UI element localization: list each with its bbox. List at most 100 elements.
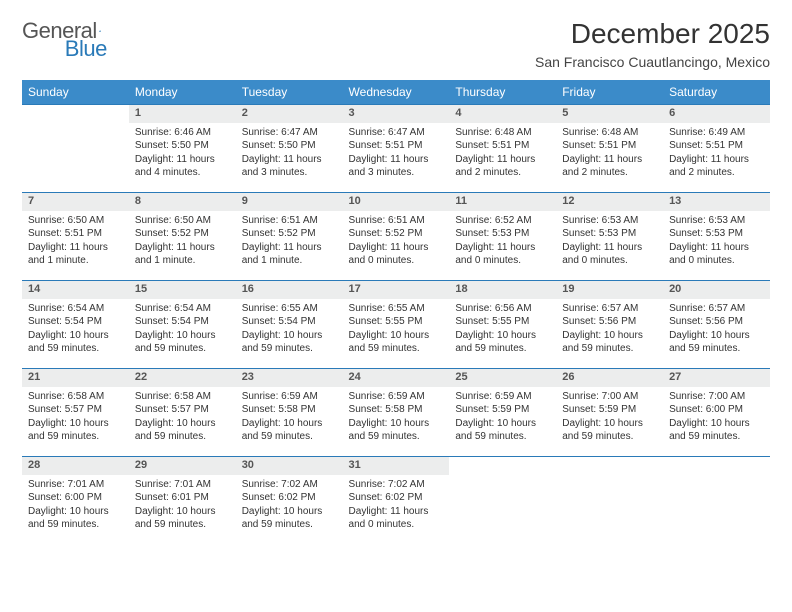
sunset-text: Sunset: 5:53 PM (669, 227, 764, 241)
sunset-text: Sunset: 5:56 PM (562, 315, 657, 329)
day-cell: Sunrise: 6:52 AMSunset: 5:53 PMDaylight:… (449, 211, 556, 281)
day-cell: Sunrise: 6:54 AMSunset: 5:54 PMDaylight:… (129, 299, 236, 369)
header: General Blue December 2025 San Francisco… (22, 18, 770, 76)
sunset-text: Sunset: 5:57 PM (135, 403, 230, 417)
sunrise-text: Sunrise: 6:51 AM (349, 214, 444, 228)
daylight-text: Daylight: 10 hours and 59 minutes. (669, 417, 764, 444)
weekday-header: Saturday (663, 80, 770, 105)
weekday-header-row: Sunday Monday Tuesday Wednesday Thursday… (22, 80, 770, 105)
daylight-text: Daylight: 11 hours and 1 minute. (28, 241, 123, 268)
sunrise-text: Sunrise: 6:55 AM (242, 302, 337, 316)
day-number: 3 (343, 105, 450, 123)
sunrise-text: Sunrise: 6:47 AM (242, 126, 337, 140)
day-number: 23 (236, 369, 343, 387)
day-cell: Sunrise: 6:55 AMSunset: 5:55 PMDaylight:… (343, 299, 450, 369)
sunset-text: Sunset: 5:56 PM (669, 315, 764, 329)
day-cell: Sunrise: 6:51 AMSunset: 5:52 PMDaylight:… (236, 211, 343, 281)
day-content-row: Sunrise: 6:54 AMSunset: 5:54 PMDaylight:… (22, 299, 770, 369)
location: San Francisco Cuautlancingo, Mexico (535, 54, 770, 70)
sunset-text: Sunset: 5:59 PM (562, 403, 657, 417)
daylight-text: Daylight: 10 hours and 59 minutes. (349, 329, 444, 356)
daylight-text: Daylight: 11 hours and 4 minutes. (135, 153, 230, 180)
daylight-text: Daylight: 11 hours and 0 minutes. (455, 241, 550, 268)
sunset-text: Sunset: 5:52 PM (349, 227, 444, 241)
day-number: 9 (236, 193, 343, 211)
sunset-text: Sunset: 5:54 PM (135, 315, 230, 329)
sunset-text: Sunset: 5:58 PM (349, 403, 444, 417)
day-cell (556, 475, 663, 545)
daylight-text: Daylight: 10 hours and 59 minutes. (28, 329, 123, 356)
day-cell: Sunrise: 6:57 AMSunset: 5:56 PMDaylight:… (556, 299, 663, 369)
day-cell: Sunrise: 6:47 AMSunset: 5:50 PMDaylight:… (236, 123, 343, 193)
sunrise-text: Sunrise: 6:55 AM (349, 302, 444, 316)
day-cell: Sunrise: 6:58 AMSunset: 5:57 PMDaylight:… (22, 387, 129, 457)
title-block: December 2025 San Francisco Cuautlancing… (535, 18, 770, 76)
day-number: 26 (556, 369, 663, 387)
sunset-text: Sunset: 5:57 PM (28, 403, 123, 417)
daylight-text: Daylight: 11 hours and 3 minutes. (242, 153, 337, 180)
day-content-row: Sunrise: 6:58 AMSunset: 5:57 PMDaylight:… (22, 387, 770, 457)
day-number: 13 (663, 193, 770, 211)
daylight-text: Daylight: 10 hours and 59 minutes. (135, 505, 230, 532)
daylight-text: Daylight: 11 hours and 0 minutes. (669, 241, 764, 268)
day-number: 12 (556, 193, 663, 211)
sunrise-text: Sunrise: 7:00 AM (669, 390, 764, 404)
sunrise-text: Sunrise: 7:01 AM (28, 478, 123, 492)
sunset-text: Sunset: 5:52 PM (242, 227, 337, 241)
day-number-row: 21222324252627 (22, 369, 770, 387)
day-number-row: 78910111213 (22, 193, 770, 211)
sunrise-text: Sunrise: 7:02 AM (349, 478, 444, 492)
day-number: 6 (663, 105, 770, 123)
sunset-text: Sunset: 5:55 PM (349, 315, 444, 329)
day-number: 5 (556, 105, 663, 123)
day-number: 29 (129, 457, 236, 475)
sunrise-text: Sunrise: 6:46 AM (135, 126, 230, 140)
sunset-text: Sunset: 5:58 PM (242, 403, 337, 417)
day-cell: Sunrise: 6:53 AMSunset: 5:53 PMDaylight:… (556, 211, 663, 281)
sunrise-text: Sunrise: 6:50 AM (28, 214, 123, 228)
daylight-text: Daylight: 10 hours and 59 minutes. (349, 417, 444, 444)
day-number: 4 (449, 105, 556, 123)
daylight-text: Daylight: 11 hours and 3 minutes. (349, 153, 444, 180)
day-cell: Sunrise: 6:56 AMSunset: 5:55 PMDaylight:… (449, 299, 556, 369)
sunrise-text: Sunrise: 6:47 AM (349, 126, 444, 140)
day-number: 28 (22, 457, 129, 475)
day-number: 1 (129, 105, 236, 123)
sunrise-text: Sunrise: 6:58 AM (28, 390, 123, 404)
sunrise-text: Sunrise: 6:52 AM (455, 214, 550, 228)
day-cell: Sunrise: 6:50 AMSunset: 5:51 PMDaylight:… (22, 211, 129, 281)
daylight-text: Daylight: 11 hours and 1 minute. (135, 241, 230, 268)
day-cell: Sunrise: 7:01 AMSunset: 6:00 PMDaylight:… (22, 475, 129, 545)
sunset-text: Sunset: 6:00 PM (28, 491, 123, 505)
sunset-text: Sunset: 5:52 PM (135, 227, 230, 241)
daylight-text: Daylight: 10 hours and 59 minutes. (28, 417, 123, 444)
daylight-text: Daylight: 10 hours and 59 minutes. (242, 417, 337, 444)
day-number: 19 (556, 281, 663, 299)
sunset-text: Sunset: 5:51 PM (669, 139, 764, 153)
day-cell: Sunrise: 6:46 AMSunset: 5:50 PMDaylight:… (129, 123, 236, 193)
sunrise-text: Sunrise: 6:57 AM (562, 302, 657, 316)
daylight-text: Daylight: 11 hours and 0 minutes. (562, 241, 657, 268)
day-number: 27 (663, 369, 770, 387)
sunrise-text: Sunrise: 6:57 AM (669, 302, 764, 316)
day-number: 21 (22, 369, 129, 387)
day-number: 31 (343, 457, 450, 475)
day-number: 17 (343, 281, 450, 299)
day-cell: Sunrise: 6:48 AMSunset: 5:51 PMDaylight:… (449, 123, 556, 193)
daylight-text: Daylight: 11 hours and 2 minutes. (562, 153, 657, 180)
daylight-text: Daylight: 11 hours and 0 minutes. (349, 241, 444, 268)
day-cell (22, 123, 129, 193)
daylight-text: Daylight: 11 hours and 0 minutes. (349, 505, 444, 532)
sunrise-text: Sunrise: 6:49 AM (669, 126, 764, 140)
day-number: 11 (449, 193, 556, 211)
sunset-text: Sunset: 5:53 PM (455, 227, 550, 241)
sunrise-text: Sunrise: 6:48 AM (455, 126, 550, 140)
sunrise-text: Sunrise: 7:00 AM (562, 390, 657, 404)
daylight-text: Daylight: 10 hours and 59 minutes. (562, 329, 657, 356)
day-content-row: Sunrise: 6:46 AMSunset: 5:50 PMDaylight:… (22, 123, 770, 193)
day-cell: Sunrise: 6:58 AMSunset: 5:57 PMDaylight:… (129, 387, 236, 457)
day-cell (663, 475, 770, 545)
day-cell: Sunrise: 6:53 AMSunset: 5:53 PMDaylight:… (663, 211, 770, 281)
daylight-text: Daylight: 10 hours and 59 minutes. (455, 329, 550, 356)
sunset-text: Sunset: 5:51 PM (28, 227, 123, 241)
